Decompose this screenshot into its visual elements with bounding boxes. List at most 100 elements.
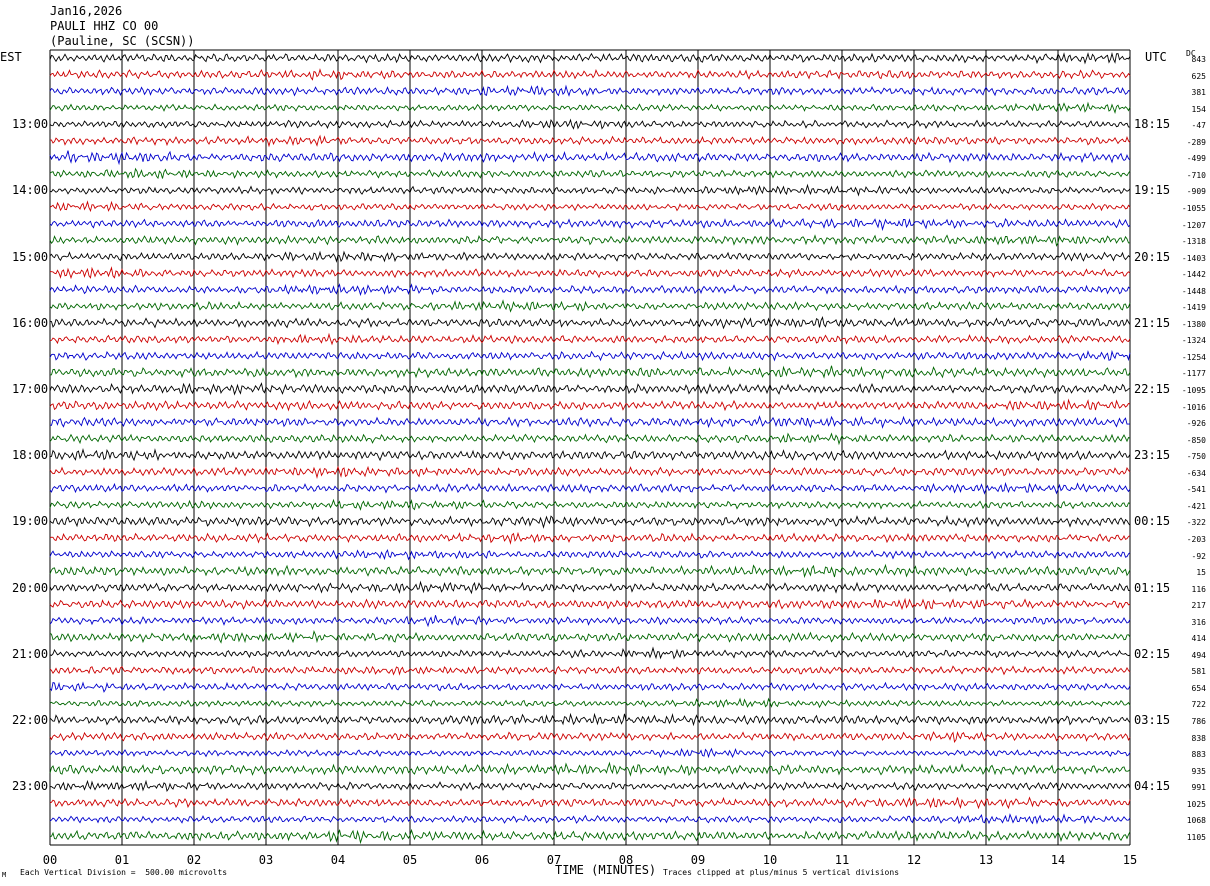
dc-offset-label: -1016 bbox=[1181, 402, 1206, 412]
left-hour-label: 20:00 bbox=[12, 580, 49, 595]
left-hour-label: 15:00 bbox=[12, 249, 49, 264]
trace-46 bbox=[49, 796, 1131, 810]
x-tick-label: 03 bbox=[258, 853, 274, 867]
dc-offset-label: -1442 bbox=[1181, 270, 1206, 280]
left-hour-label: 18:00 bbox=[12, 448, 49, 463]
dc-offset-label: -1403 bbox=[1181, 253, 1206, 263]
corner-mark: M bbox=[2, 871, 7, 879]
dc-offset-label: 654 bbox=[1191, 683, 1206, 693]
trace-39 bbox=[49, 681, 1131, 693]
trace-42 bbox=[49, 731, 1131, 743]
dc-offset-label: -909 bbox=[1186, 187, 1206, 197]
trace-7 bbox=[49, 150, 1131, 166]
trace-2 bbox=[49, 68, 1131, 81]
dc-offset-label: -203 bbox=[1186, 534, 1206, 544]
dc-offset-label: -926 bbox=[1186, 419, 1206, 429]
dc-offset-label: 581 bbox=[1191, 667, 1206, 677]
x-tick-label: 14 bbox=[1050, 853, 1066, 867]
trace-45 bbox=[49, 779, 1131, 792]
trace-47 bbox=[49, 813, 1131, 825]
trace-38 bbox=[49, 665, 1131, 676]
trace-25 bbox=[49, 447, 1131, 462]
trace-17 bbox=[49, 316, 1131, 330]
dc-offset-label: -634 bbox=[1186, 468, 1206, 478]
right-hour-label: 20:15 bbox=[1134, 249, 1171, 264]
trace-18 bbox=[49, 332, 1131, 346]
plot-grid bbox=[49, 49, 1131, 846]
left-hour-label: 13:00 bbox=[12, 117, 49, 132]
dc-offset-label: 843 bbox=[1191, 55, 1206, 64]
trace-29 bbox=[49, 514, 1131, 529]
x-tick-label: 01 bbox=[114, 853, 130, 867]
plot-date: Jan16,2026 bbox=[50, 4, 123, 18]
station-location: (Pauline, SC (SCSN)) bbox=[50, 34, 195, 48]
dc-offset-label: -850 bbox=[1186, 435, 1206, 445]
right-hour-label: 00:15 bbox=[1134, 514, 1171, 529]
left-timezone-label: EST bbox=[0, 50, 22, 64]
trace-24 bbox=[49, 432, 1131, 446]
right-hour-label: 01:15 bbox=[1134, 580, 1171, 595]
right-hour-label: 03:15 bbox=[1134, 713, 1171, 727]
right-hour-label: 22:15 bbox=[1134, 382, 1171, 396]
dc-offset-label: -322 bbox=[1186, 518, 1206, 528]
x-tick-label: 13 bbox=[978, 853, 994, 867]
dc-offset-label: 722 bbox=[1191, 700, 1206, 710]
right-hour-label: 19:15 bbox=[1134, 183, 1171, 198]
dc-offset-label: 1068 bbox=[1186, 816, 1206, 826]
trace-group bbox=[49, 51, 1131, 845]
x-tick-label: 06 bbox=[474, 853, 490, 867]
dc-offset-label: -541 bbox=[1186, 485, 1206, 495]
trace-8 bbox=[49, 167, 1131, 180]
trace-13 bbox=[49, 250, 1131, 263]
trace-12 bbox=[49, 234, 1131, 247]
trace-3 bbox=[49, 84, 1131, 97]
scale-note: Each Vertical Division = 500.00 microvol… bbox=[20, 868, 228, 877]
dc-offset-label: -1095 bbox=[1181, 386, 1206, 395]
x-tick-label: 11 bbox=[834, 853, 850, 867]
trace-6 bbox=[49, 134, 1131, 148]
dc-offset-label: -499 bbox=[1186, 154, 1206, 164]
dc-offset-label: 1025 bbox=[1186, 799, 1206, 809]
trace-27 bbox=[49, 481, 1131, 495]
dc-offset-label: 1105 bbox=[1186, 832, 1206, 842]
trace-44 bbox=[49, 761, 1131, 777]
dc-offset-label: 116 bbox=[1191, 584, 1206, 594]
x-tick-label: 10 bbox=[762, 853, 778, 867]
x-tick-label: 09 bbox=[690, 853, 706, 867]
x-tick-label: 08 bbox=[618, 853, 634, 867]
trace-21 bbox=[49, 382, 1131, 396]
trace-40 bbox=[49, 697, 1131, 709]
dc-offset-label: -710 bbox=[1186, 170, 1206, 180]
dc-offset-label: -1318 bbox=[1181, 237, 1206, 247]
dc-offset-label: 494 bbox=[1191, 650, 1206, 660]
x-tick-label: 07 bbox=[546, 853, 562, 867]
dc-offset-label: 786 bbox=[1191, 717, 1206, 726]
dc-offset-label: 15 bbox=[1196, 568, 1206, 578]
station-name: PAULI HHZ CO 00 bbox=[50, 19, 159, 33]
dc-offset-label: 883 bbox=[1191, 750, 1206, 760]
dc-offset-label: 381 bbox=[1191, 88, 1206, 98]
trace-14 bbox=[49, 266, 1131, 280]
dc-offset-label: 217 bbox=[1191, 601, 1206, 611]
left-hour-label: 14:00 bbox=[12, 183, 49, 198]
trace-37 bbox=[49, 646, 1131, 660]
trace-30 bbox=[49, 531, 1131, 545]
clip-note: Traces clipped at plus/minus 5 vertical … bbox=[663, 868, 900, 877]
x-tick-label: 02 bbox=[186, 853, 202, 867]
trace-23 bbox=[49, 415, 1131, 429]
dc-offset-label: 991 bbox=[1191, 783, 1206, 793]
dc-offset-label: 838 bbox=[1191, 733, 1206, 743]
x-tick-label: 15 bbox=[1122, 853, 1138, 867]
left-hour-label: 23:00 bbox=[12, 779, 49, 794]
left-hour-label: 17:00 bbox=[12, 382, 49, 396]
trace-43 bbox=[49, 747, 1131, 759]
dc-offset-label: -47 bbox=[1191, 121, 1206, 131]
dc-offset-label: -1055 bbox=[1181, 203, 1206, 213]
trace-9 bbox=[49, 183, 1131, 197]
trace-48 bbox=[49, 828, 1131, 845]
x-tick-label: 05 bbox=[402, 853, 418, 867]
dc-offset-label: -421 bbox=[1186, 501, 1206, 511]
trace-41 bbox=[49, 712, 1131, 727]
dc-offset-label: -1207 bbox=[1181, 220, 1206, 230]
